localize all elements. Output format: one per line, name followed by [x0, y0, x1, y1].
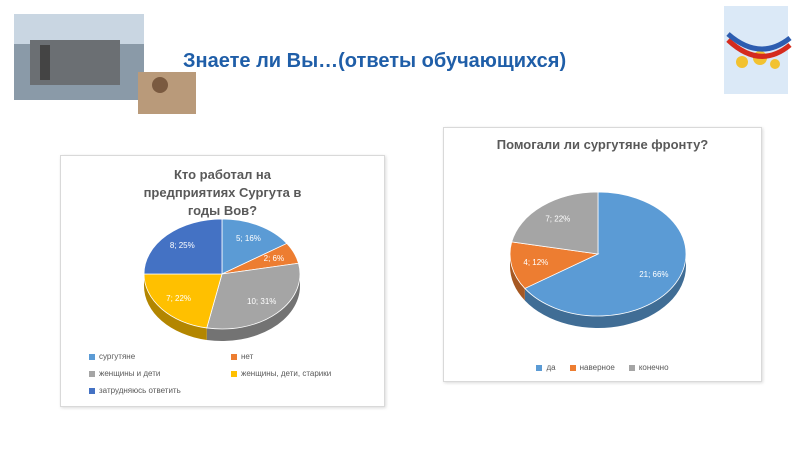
legend-swatch: [536, 364, 543, 371]
pie-side: [510, 254, 525, 301]
legend-item: женщины, дети, старики: [231, 369, 379, 378]
legend-label: сургутяне: [99, 352, 136, 361]
legend-item: затрудняюсь ответить: [89, 386, 231, 395]
pie-slice: [524, 191, 687, 317]
pie-slice: [143, 218, 223, 275]
legend-item: да: [536, 363, 556, 372]
legend-label: наверное: [579, 363, 615, 372]
pie-slice: [509, 241, 600, 289]
legend-label: затрудняюсь ответить: [99, 386, 181, 395]
slide-title: Знаете ли Вы…(ответы обучающихся): [183, 50, 567, 72]
legend-item: сургутяне: [89, 352, 231, 361]
legend-label: да: [546, 363, 556, 372]
legend-swatch: [231, 353, 237, 360]
data-label: 5; 16%: [236, 234, 261, 243]
pie: 21; 66% 4; 12% 7; 22%: [509, 191, 687, 328]
legend-label: женщины и дети: [99, 369, 161, 378]
legend-item: конечно: [628, 363, 669, 372]
data-label: 2; 6%: [264, 254, 284, 263]
pie-slice: [511, 191, 599, 255]
data-label: 7; 22%: [166, 294, 191, 303]
pie-slice: [206, 262, 301, 330]
pie-slice: [221, 218, 288, 275]
legend-item: наверное: [569, 363, 615, 372]
legend-label: женщины, дети, старики: [241, 369, 332, 378]
legend-swatch: [89, 370, 95, 377]
legend-item: женщины и дети: [89, 369, 231, 378]
data-label: 10; 31%: [247, 297, 276, 306]
legend-swatch: [569, 364, 576, 371]
pie-side: [206, 274, 300, 341]
data-label: 4; 12%: [523, 258, 548, 267]
legend-label: конечно: [638, 363, 669, 372]
legend-swatch: [89, 387, 95, 394]
legend-swatch: [628, 364, 635, 371]
legend-item: нет: [231, 352, 379, 361]
chart-title: Помогали ли сургутяне фронту?: [496, 137, 709, 152]
pie-side: [144, 274, 207, 340]
legend-label: нет: [241, 352, 254, 361]
chart-frame: Помогали ли сургутяне фронту? 21; 66% 4; …: [443, 127, 762, 382]
data-label: 7; 22%: [545, 215, 570, 224]
chart-frame: Кто работал на предприятиях Сургута в го…: [60, 155, 385, 407]
data-label: 21; 66%: [639, 270, 668, 279]
pie-slice: [143, 273, 223, 329]
pie-side: [524, 254, 686, 328]
data-label: 8; 25%: [170, 241, 195, 250]
legend: сургутяне нет женщины и дети женщины, дети,…: [89, 352, 379, 395]
pie: 5; 16% 2; 6% 10; 31% 7; 22% 8; 25%: [143, 218, 301, 341]
legend-swatch: [89, 353, 95, 360]
legend-swatch: [231, 370, 237, 377]
legend: да наверное конечно: [444, 363, 761, 372]
chart-title: Кто работал на предприятиях Сургута в го…: [143, 167, 302, 218]
